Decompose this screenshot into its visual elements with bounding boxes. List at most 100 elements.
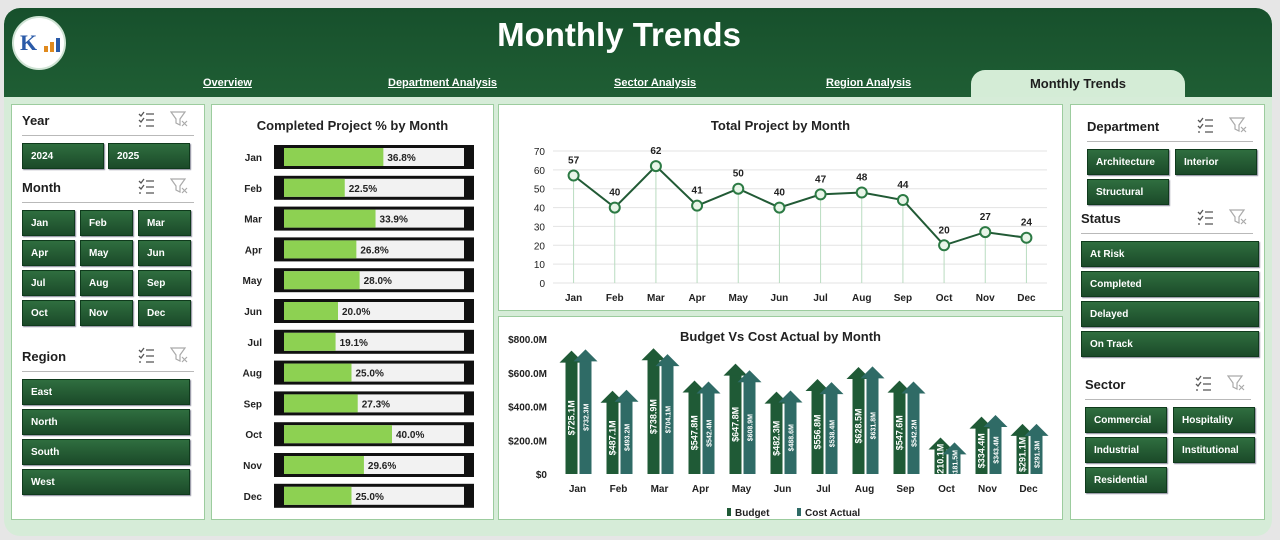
pct-bar (284, 332, 336, 351)
page-title: Monthly Trends (497, 16, 741, 53)
budget-xtick-label: May (732, 484, 752, 495)
line-xtick-label: Dec (1017, 293, 1036, 304)
budget-bar (825, 393, 838, 474)
month-item-jun[interactable]: Jun (138, 240, 191, 266)
status-clear-filter-icon[interactable] (1228, 209, 1247, 225)
department-item-interior[interactable]: Interior (1175, 149, 1257, 175)
tab-monthly-trends[interactable]: Monthly Trends (971, 70, 1185, 97)
month-clear-filter-icon[interactable] (169, 178, 188, 194)
sector-item-commercial[interactable]: Commercial (1085, 407, 1167, 433)
status-item-on-track[interactable]: On Track (1081, 331, 1259, 357)
budget-bar (620, 400, 633, 474)
budget-ytick-label: $800.0M (508, 335, 547, 346)
budget-bar (852, 377, 865, 474)
total-project-chart: Total Project by Month 0 10 20 30 40 50 60 70 57… (498, 104, 1063, 311)
tab-region-analysis[interactable]: Region Analysis (826, 77, 912, 89)
pct-value-label: 25.0% (356, 492, 384, 503)
region-item-west[interactable]: West (22, 469, 190, 495)
line-xtick-label: Aug (852, 293, 871, 304)
year-item-2025[interactable]: 2025 (108, 143, 190, 169)
month-item-aug[interactable]: Aug (80, 270, 133, 296)
budget-xtick-label: Aug (855, 484, 874, 495)
region-item-east[interactable]: East (22, 379, 190, 405)
line-ytick-label: 10 (534, 260, 546, 271)
sector-item-institutional[interactable]: Institutional (1173, 437, 1255, 463)
budget-bar (934, 448, 947, 474)
budget-bar (661, 365, 674, 474)
tab-overview[interactable]: Overview (203, 77, 252, 89)
status-item-completed[interactable]: Completed (1081, 271, 1259, 297)
sector-item-industrial[interactable]: Industrial (1085, 437, 1167, 463)
line-ytick-label: 70 (534, 147, 546, 158)
pct-value-label: 33.9% (380, 215, 408, 226)
month-item-feb[interactable]: Feb (80, 210, 133, 236)
region-slicer-divider (22, 371, 194, 372)
status-item-delayed[interactable]: Delayed (1081, 301, 1259, 327)
budget-bar (1030, 434, 1043, 474)
sector-multiselect-icon[interactable] (1195, 375, 1211, 391)
department-item-architecture[interactable]: Architecture (1087, 149, 1169, 175)
year-item-2024[interactable]: 2024 (22, 143, 104, 169)
status-slicer-title: Status (1081, 211, 1121, 226)
pct-bar (284, 271, 360, 290)
budget-value-label: $291.3M (1035, 441, 1042, 468)
month-multiselect-icon[interactable] (138, 178, 154, 194)
budget-value-label: $210.1M (936, 444, 946, 479)
month-item-apr[interactable]: Apr (22, 240, 75, 266)
company-logo: K (12, 16, 66, 70)
region-multiselect-icon[interactable] (138, 347, 154, 363)
month-item-sep[interactable]: Sep (138, 270, 191, 296)
status-multiselect-icon[interactable] (1197, 209, 1213, 225)
budget-value-label: $732.3M (584, 403, 591, 430)
month-item-nov[interactable]: Nov (80, 300, 133, 326)
budget-bar (770, 402, 783, 474)
year-clear-filter-icon[interactable] (169, 111, 188, 127)
legend-label: Budget (735, 508, 770, 519)
year-multiselect-icon[interactable] (138, 111, 154, 127)
region-item-north[interactable]: North (22, 409, 190, 435)
region-item-south[interactable]: South (22, 439, 190, 465)
month-item-jul[interactable]: Jul (22, 270, 75, 296)
budget-xtick-label: Dec (1019, 484, 1038, 495)
region-clear-filter-icon[interactable] (169, 347, 188, 363)
line-xtick-label: Jan (565, 293, 582, 304)
budget-value-label: $181.5M (953, 450, 960, 477)
pct-bar (284, 240, 357, 259)
month-item-dec[interactable]: Dec (138, 300, 191, 326)
month-item-mar[interactable]: Mar (138, 210, 191, 236)
month-item-may[interactable]: May (80, 240, 133, 266)
pct-category-label: Oct (245, 430, 262, 441)
line-data-label: 20 (939, 225, 951, 236)
pct-bar (284, 178, 345, 197)
tab-sector-analysis[interactable]: Sector Analysis (614, 77, 697, 89)
month-item-jan[interactable]: Jan (22, 210, 75, 236)
budget-arrowhead (942, 442, 967, 455)
sector-clear-filter-icon[interactable] (1226, 375, 1245, 391)
status-item-at-risk[interactable]: At Risk (1081, 241, 1259, 267)
legend-swatch (797, 508, 801, 516)
line-ytick-label: 60 (534, 166, 546, 177)
header-bar: K Monthly Trends Overview Department Ana… (4, 8, 1272, 97)
line-data-label: 48 (856, 172, 868, 183)
budget-bar (907, 392, 920, 474)
month-item-oct[interactable]: Oct (22, 300, 75, 326)
line-data-label: 40 (609, 188, 621, 199)
tab-department-analysis[interactable]: Department Analysis (388, 77, 498, 89)
department-clear-filter-icon[interactable] (1228, 117, 1247, 133)
department-multiselect-icon[interactable] (1197, 117, 1213, 133)
budget-value-label: $487.1M (608, 420, 618, 455)
budget-bar (811, 390, 824, 474)
line-xtick-label: Nov (976, 293, 995, 304)
completed-chart-title: Completed Project % by Month (256, 118, 449, 133)
department-item-structural[interactable]: Structural (1087, 179, 1169, 205)
budget-arrowhead (655, 354, 680, 367)
pct-category-label: Jun (244, 307, 262, 318)
budget-value-label: $542.4M (707, 419, 714, 446)
sector-item-residential[interactable]: Residential (1085, 467, 1167, 493)
line-point (855, 186, 868, 199)
pct-value-label: 22.5% (349, 184, 377, 195)
budget-value-label: $291.1M (1018, 437, 1028, 472)
sector-item-hospitality[interactable]: Hospitality (1173, 407, 1255, 433)
year-slicer-title: Year (22, 113, 50, 128)
pct-value-label: 27.3% (362, 399, 390, 410)
